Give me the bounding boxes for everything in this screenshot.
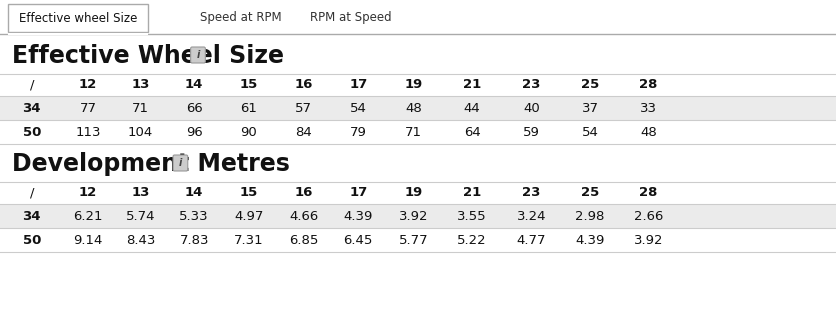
Text: 37: 37: [581, 101, 598, 114]
Text: RPM at Speed: RPM at Speed: [309, 11, 391, 25]
Text: 12: 12: [79, 78, 97, 92]
Text: 19: 19: [404, 186, 422, 199]
Text: 40: 40: [522, 101, 539, 114]
Text: 28: 28: [639, 186, 657, 199]
Text: 4.77: 4.77: [516, 233, 546, 247]
Text: 48: 48: [640, 126, 656, 139]
Text: i: i: [179, 159, 182, 168]
Text: 3.92: 3.92: [633, 233, 663, 247]
Text: 4.39: 4.39: [574, 233, 604, 247]
Text: Development Metres: Development Metres: [12, 152, 289, 176]
Text: /: /: [29, 78, 34, 92]
Text: 2.66: 2.66: [633, 210, 663, 222]
Text: 104: 104: [128, 126, 153, 139]
Text: 13: 13: [131, 78, 150, 92]
Text: 50: 50: [23, 126, 41, 139]
Text: 6.21: 6.21: [73, 210, 103, 222]
FancyBboxPatch shape: [173, 155, 187, 171]
Text: 15: 15: [239, 186, 257, 199]
Text: 15: 15: [239, 78, 257, 92]
Text: 5.77: 5.77: [398, 233, 428, 247]
Text: Speed at RPM: Speed at RPM: [200, 11, 281, 25]
Bar: [0, 204, 836, 228]
Text: 2.98: 2.98: [574, 210, 604, 222]
Text: 3.55: 3.55: [456, 210, 487, 222]
Text: 57: 57: [295, 101, 312, 114]
Text: 7.31: 7.31: [233, 233, 263, 247]
Text: 16: 16: [294, 186, 313, 199]
Text: 34: 34: [23, 101, 41, 114]
Text: 23: 23: [522, 186, 540, 199]
Text: 66: 66: [186, 101, 202, 114]
Text: 5.74: 5.74: [125, 210, 155, 222]
Text: 90: 90: [240, 126, 257, 139]
Text: 3.92: 3.92: [398, 210, 428, 222]
Text: 25: 25: [580, 186, 599, 199]
Text: 14: 14: [185, 78, 203, 92]
Text: 84: 84: [295, 126, 312, 139]
Text: /: /: [29, 186, 34, 199]
Text: 6.45: 6.45: [343, 233, 373, 247]
Text: 71: 71: [405, 126, 421, 139]
FancyBboxPatch shape: [8, 4, 148, 32]
Text: 28: 28: [639, 78, 657, 92]
Text: 5.33: 5.33: [179, 210, 209, 222]
Text: 17: 17: [349, 78, 367, 92]
Text: 19: 19: [404, 78, 422, 92]
Text: 59: 59: [522, 126, 539, 139]
Text: 54: 54: [581, 126, 598, 139]
Text: 33: 33: [640, 101, 656, 114]
Text: 96: 96: [186, 126, 202, 139]
Text: 113: 113: [75, 126, 100, 139]
Bar: [0, 96, 836, 120]
Text: 17: 17: [349, 186, 367, 199]
Text: 44: 44: [463, 101, 480, 114]
Text: 21: 21: [462, 78, 481, 92]
FancyBboxPatch shape: [191, 47, 205, 63]
Text: 23: 23: [522, 78, 540, 92]
Text: 4.66: 4.66: [289, 210, 318, 222]
Text: 34: 34: [23, 210, 41, 222]
Text: 16: 16: [294, 78, 313, 92]
Text: 7.83: 7.83: [179, 233, 209, 247]
Text: 5.22: 5.22: [456, 233, 487, 247]
Text: 79: 79: [349, 126, 366, 139]
Text: 50: 50: [23, 233, 41, 247]
Text: 54: 54: [349, 101, 366, 114]
Text: 48: 48: [405, 101, 421, 114]
Text: 71: 71: [132, 101, 149, 114]
Text: 13: 13: [131, 186, 150, 199]
Text: i: i: [196, 50, 200, 60]
Text: 21: 21: [462, 186, 481, 199]
Text: 12: 12: [79, 186, 97, 199]
Text: 4.39: 4.39: [343, 210, 373, 222]
Text: 61: 61: [240, 101, 257, 114]
Text: Effective Wheel Size: Effective Wheel Size: [12, 44, 283, 68]
Text: 77: 77: [79, 101, 96, 114]
Text: 25: 25: [580, 78, 599, 92]
Text: 4.97: 4.97: [233, 210, 263, 222]
Text: 14: 14: [185, 186, 203, 199]
Text: 8.43: 8.43: [125, 233, 155, 247]
Text: 6.85: 6.85: [288, 233, 319, 247]
Text: 64: 64: [463, 126, 480, 139]
Text: 3.24: 3.24: [516, 210, 546, 222]
Text: Effective wheel Size: Effective wheel Size: [18, 11, 137, 25]
Text: 9.14: 9.14: [73, 233, 103, 247]
